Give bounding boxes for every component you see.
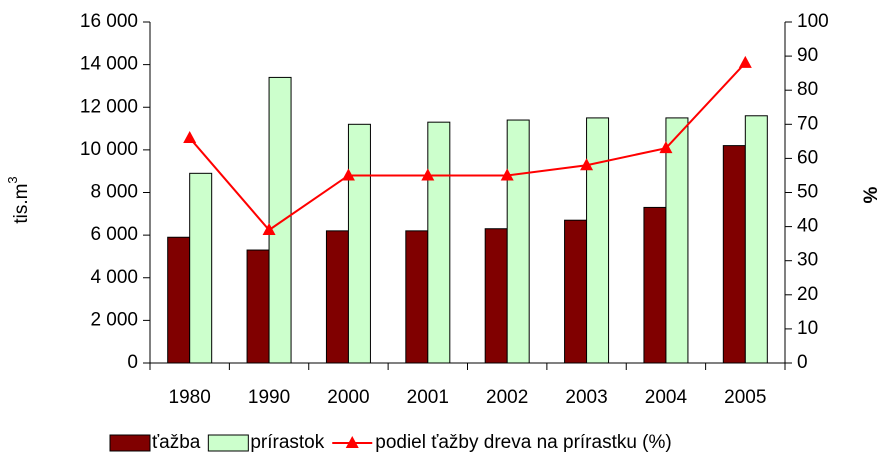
line-marker xyxy=(500,168,514,181)
x-tick-label: 2001 xyxy=(407,387,449,408)
line-marker xyxy=(580,158,594,171)
bar xyxy=(643,206,667,364)
legend-label: prírastok xyxy=(250,432,324,453)
bar xyxy=(427,121,451,364)
y-tick-label: 4 000 xyxy=(90,267,138,288)
legend-swatch xyxy=(207,434,249,452)
bar xyxy=(405,230,429,364)
y2-tick-label: 60 xyxy=(797,147,818,168)
y-tick-label: 2 000 xyxy=(90,309,138,330)
line-marker xyxy=(659,141,673,154)
x-tick-label: 2005 xyxy=(724,387,766,408)
y2-tick-label: 100 xyxy=(797,11,829,32)
y2-tick-label: 10 xyxy=(797,318,818,339)
y-label-superscript: 3 xyxy=(5,176,20,183)
y2-tick-label: 80 xyxy=(797,79,818,100)
bar xyxy=(268,76,292,364)
line xyxy=(188,62,747,232)
line-marker xyxy=(345,436,359,448)
x-tick-label: 1990 xyxy=(248,387,290,408)
y2-tick-label: 0 xyxy=(797,352,808,373)
bar xyxy=(167,236,191,364)
x-tick-label: 2004 xyxy=(645,387,688,408)
y-tick-label: 14 000 xyxy=(80,54,138,75)
bar xyxy=(564,219,588,364)
bar xyxy=(484,228,508,364)
bar xyxy=(325,230,349,364)
y-label-text: tis.m xyxy=(11,184,32,224)
y2-tick-label: 20 xyxy=(797,284,818,305)
line-marker xyxy=(738,55,752,68)
y-tick-label: 0 xyxy=(127,352,138,373)
bar xyxy=(246,249,270,364)
x-tick-label: 1980 xyxy=(169,387,211,408)
bar xyxy=(665,117,689,364)
y-tick-label: 12 000 xyxy=(80,96,138,117)
legend-label: ťažba xyxy=(152,432,201,453)
line-marker xyxy=(183,130,197,143)
line-marker xyxy=(341,168,355,181)
y2-tick-label: 90 xyxy=(797,45,818,66)
y2-tick-label: 50 xyxy=(797,182,818,203)
line-marker xyxy=(262,223,276,236)
bar xyxy=(347,123,371,364)
legend-swatch xyxy=(109,434,151,452)
y2-tick-label: 70 xyxy=(797,113,818,134)
y2-tick-label: 40 xyxy=(797,216,818,237)
y-tick-label: 10 000 xyxy=(80,139,138,160)
x-tick-label: 2003 xyxy=(565,387,607,408)
line-marker xyxy=(421,168,435,181)
bar xyxy=(506,119,530,364)
y-tick-label: 6 000 xyxy=(90,224,138,245)
y2-axis-label: % xyxy=(861,186,882,203)
bar xyxy=(744,115,768,364)
legend-label: podiel ťažby dreva na prírastku (%) xyxy=(375,432,672,453)
x-tick-label: 2002 xyxy=(486,387,528,408)
x-tick-label: 2000 xyxy=(327,387,369,408)
bar xyxy=(189,172,213,364)
y-tick-label: 8 000 xyxy=(90,182,138,203)
bar xyxy=(586,117,610,364)
y2-tick-label: 30 xyxy=(797,250,818,271)
bar xyxy=(722,145,746,364)
y-tick-label: 16 000 xyxy=(80,11,138,32)
y-axis-label: tis.m3 xyxy=(5,176,32,223)
